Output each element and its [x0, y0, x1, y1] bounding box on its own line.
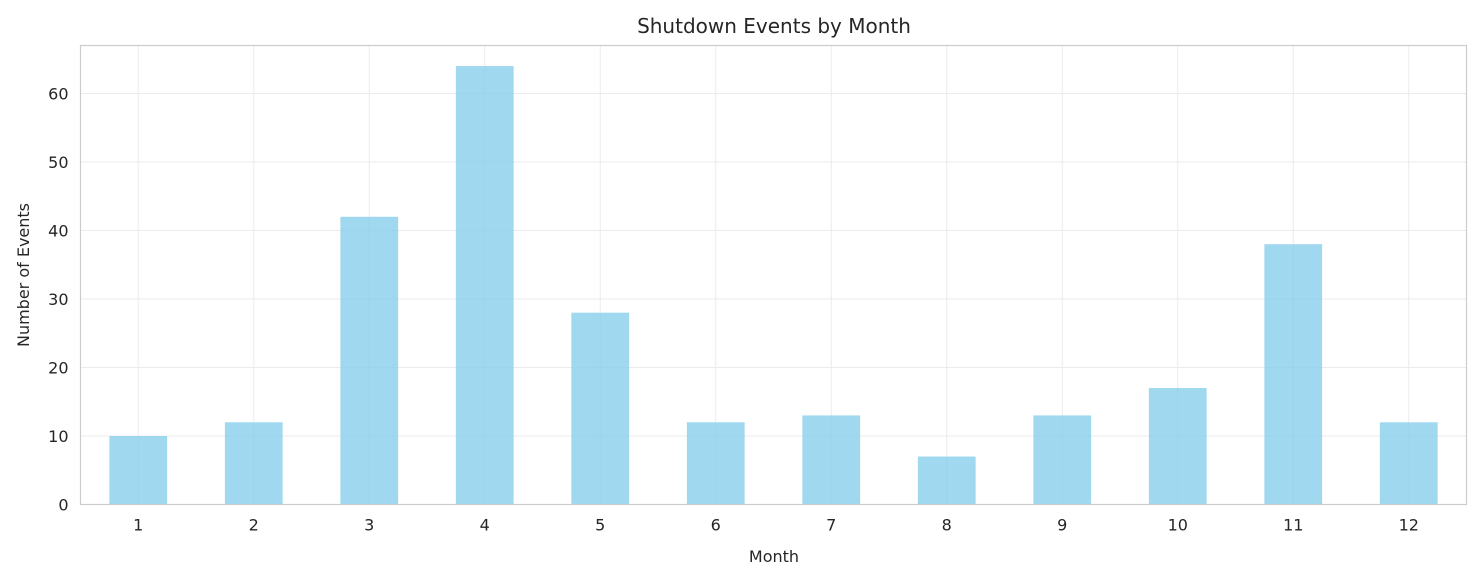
- x-tick-label: 4: [480, 516, 490, 535]
- plot-frame: [79, 44, 1468, 506]
- bar: [455, 66, 514, 505]
- x-tick-label: 1: [133, 516, 143, 535]
- x-tick-label: 6: [711, 516, 721, 535]
- bars: [109, 66, 1438, 505]
- x-tick-label: 11: [1283, 516, 1303, 535]
- grid-lines: [80, 45, 1467, 505]
- bar: [571, 312, 630, 505]
- y-tick-label: 0: [58, 496, 68, 515]
- y-tick-label: 10: [48, 427, 68, 446]
- bar: [224, 422, 283, 505]
- y-tick-labels: 0 10 20 30 40 50 60: [48, 84, 68, 514]
- x-tick-label: 7: [826, 516, 836, 535]
- bar: [109, 435, 168, 505]
- y-tick-label: 20: [48, 358, 68, 377]
- y-tick-label: 60: [48, 84, 68, 103]
- bar: [917, 456, 976, 505]
- bar: [1033, 415, 1092, 505]
- x-tick-label: 9: [1057, 516, 1067, 535]
- bar: [1148, 388, 1207, 505]
- x-tick-label: 3: [364, 516, 374, 535]
- y-tick-label: 40: [48, 221, 68, 240]
- x-tick-label: 8: [942, 516, 952, 535]
- bar: [1264, 244, 1323, 505]
- x-tick-label: 2: [249, 516, 259, 535]
- x-tick-labels: 1 2 3 4 5 6 7 8 9 10 11 12: [133, 516, 1419, 535]
- chart-title: Shutdown Events by Month: [637, 14, 911, 38]
- y-axis-label: Number of Events: [14, 203, 33, 347]
- bar: [340, 216, 399, 505]
- x-tick-label: 12: [1399, 516, 1419, 535]
- y-tick-label: 50: [48, 153, 68, 172]
- y-tick-label: 30: [48, 290, 68, 309]
- bar: [686, 422, 745, 505]
- bar: [802, 415, 861, 505]
- x-tick-label: 5: [595, 516, 605, 535]
- x-axis-label: Month: [749, 547, 799, 566]
- x-tick-label: 10: [1168, 516, 1188, 535]
- bar: [1379, 422, 1438, 505]
